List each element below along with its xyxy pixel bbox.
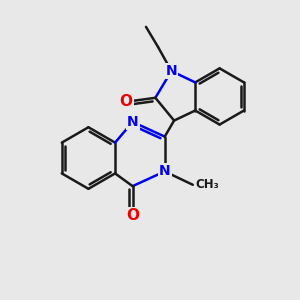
- Text: N: N: [166, 64, 177, 78]
- Text: O: O: [119, 94, 132, 109]
- Text: N: N: [127, 115, 138, 129]
- Text: O: O: [126, 208, 139, 223]
- Text: CH₃: CH₃: [196, 178, 219, 191]
- Text: N: N: [159, 164, 170, 178]
